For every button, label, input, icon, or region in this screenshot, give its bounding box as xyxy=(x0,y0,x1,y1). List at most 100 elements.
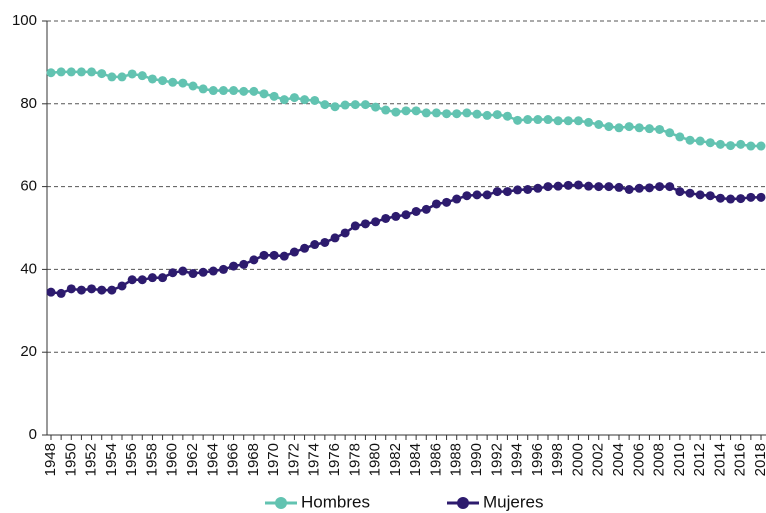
data-point xyxy=(705,138,715,148)
data-point xyxy=(431,199,441,209)
data-point xyxy=(431,108,441,118)
data-point xyxy=(715,193,725,203)
data-point xyxy=(685,188,695,198)
data-point xyxy=(188,269,198,279)
data-point xyxy=(421,204,431,214)
x-tick-label: 2014 xyxy=(711,443,728,476)
data-point xyxy=(310,95,320,105)
data-point xyxy=(675,132,685,142)
data-point xyxy=(655,182,665,192)
data-point xyxy=(279,95,289,105)
data-point xyxy=(513,185,523,195)
data-point xyxy=(482,190,492,200)
data-point xyxy=(705,191,715,201)
data-point xyxy=(381,105,391,115)
data-point xyxy=(472,190,482,200)
x-tick-label: 1950 xyxy=(62,443,79,476)
data-point xyxy=(604,122,614,132)
data-point xyxy=(533,183,543,193)
data-point xyxy=(97,285,107,295)
data-point xyxy=(330,102,340,112)
data-point xyxy=(502,187,512,197)
x-tick-label: 1958 xyxy=(143,443,160,476)
x-tick-label: 1994 xyxy=(509,443,526,476)
data-point xyxy=(736,139,746,149)
legend-swatch-marker xyxy=(275,497,287,509)
data-point xyxy=(371,102,381,112)
data-point xyxy=(543,115,553,125)
data-point xyxy=(421,108,431,118)
data-point xyxy=(56,67,66,77)
data-point xyxy=(756,141,766,151)
data-point xyxy=(482,110,492,120)
data-point xyxy=(604,182,614,192)
data-point xyxy=(746,192,756,202)
legend-label: Hombres xyxy=(301,492,370,511)
data-point xyxy=(198,84,208,94)
data-point xyxy=(553,116,563,126)
data-point xyxy=(87,67,97,77)
data-point xyxy=(158,273,168,283)
data-point xyxy=(594,182,604,192)
data-point xyxy=(198,267,208,277)
data-point xyxy=(523,115,533,125)
data-point xyxy=(401,210,411,220)
data-point xyxy=(117,72,127,82)
x-tick-label: 2018 xyxy=(752,443,766,476)
data-point xyxy=(178,78,188,88)
data-point xyxy=(624,122,634,132)
data-point xyxy=(218,86,228,96)
data-point xyxy=(685,135,695,145)
data-point xyxy=(310,240,320,250)
data-point xyxy=(634,183,644,193)
data-point xyxy=(756,192,766,202)
data-point xyxy=(46,68,56,78)
data-point xyxy=(634,123,644,133)
legend-item: Mujeres xyxy=(447,492,543,511)
data-point xyxy=(330,233,340,243)
x-tick-label: 1960 xyxy=(164,443,181,476)
data-point xyxy=(46,287,56,297)
x-tick-label: 1980 xyxy=(367,443,384,476)
y-tick-label: 100 xyxy=(12,12,37,29)
data-point xyxy=(472,109,482,119)
data-point xyxy=(715,139,725,149)
data-point xyxy=(624,184,634,194)
data-point xyxy=(239,259,249,269)
data-point xyxy=(655,124,665,134)
data-point xyxy=(401,106,411,116)
data-point xyxy=(208,86,218,96)
data-point xyxy=(553,181,563,191)
data-point xyxy=(644,124,654,134)
data-point xyxy=(279,251,289,261)
data-point xyxy=(584,181,594,191)
data-point xyxy=(259,89,269,99)
x-tick-label: 1966 xyxy=(225,443,242,476)
data-point xyxy=(127,69,137,79)
data-point xyxy=(391,107,401,117)
x-tick-label: 1974 xyxy=(306,443,323,476)
y-tick-label: 60 xyxy=(20,178,37,195)
data-point xyxy=(259,250,269,260)
data-point xyxy=(300,243,310,253)
data-point xyxy=(208,266,218,276)
data-point xyxy=(137,71,147,81)
data-point xyxy=(76,285,86,295)
data-point xyxy=(147,273,157,283)
x-tick-label: 2012 xyxy=(691,443,708,476)
data-point xyxy=(391,211,401,221)
data-point xyxy=(350,221,360,231)
data-point xyxy=(736,194,746,204)
data-point xyxy=(746,141,756,151)
data-point xyxy=(665,182,675,192)
data-point xyxy=(452,109,462,119)
x-tick-label: 2006 xyxy=(630,443,647,476)
data-point xyxy=(573,180,583,190)
x-tick-label: 2016 xyxy=(732,443,749,476)
data-point xyxy=(462,108,472,118)
data-point xyxy=(442,109,452,119)
x-tick-label: 1952 xyxy=(83,443,100,476)
y-tick-label: 0 xyxy=(29,426,37,443)
data-point xyxy=(695,190,705,200)
